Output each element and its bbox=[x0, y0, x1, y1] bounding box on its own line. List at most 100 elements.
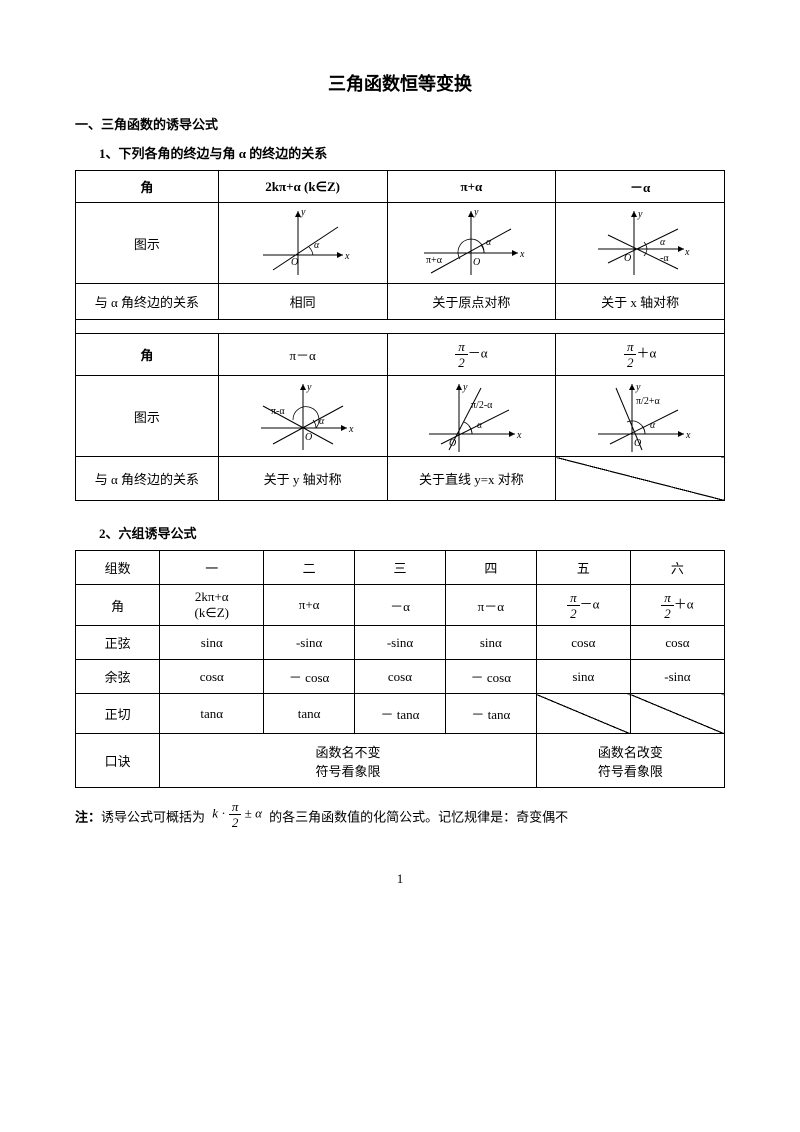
cell: π2－α bbox=[536, 585, 630, 626]
cell-label: 与 α 角终边的关系 bbox=[76, 457, 219, 501]
cell: －α bbox=[556, 171, 725, 203]
table-row: 口诀 函数名不变符号看象限 函数名改变符号看象限 bbox=[76, 734, 725, 788]
cell: π－α bbox=[218, 334, 387, 376]
cell: － cosα bbox=[264, 660, 355, 694]
empty-cell bbox=[630, 694, 724, 734]
cell: tanα bbox=[160, 694, 264, 734]
cell: － cosα bbox=[445, 660, 536, 694]
table-row: 图示 α π-α O x y bbox=[76, 376, 725, 457]
svg-text:O: O bbox=[305, 432, 312, 443]
cell-label: 角 bbox=[76, 334, 219, 376]
cell: 2kπ+α(k∈Z) bbox=[160, 585, 264, 626]
angle-diagram-icon: α π-α O x y bbox=[243, 378, 363, 454]
note-text: 的各三角函数值的化简公式。记忆规律是：奇变偶不 bbox=[269, 809, 568, 824]
diagram-cell: α π-α O x y bbox=[218, 376, 387, 457]
svg-text:y: y bbox=[300, 207, 306, 218]
cell: － tanα bbox=[355, 694, 446, 734]
table-row: 图示 α O x y α π+α O bbox=[76, 203, 725, 284]
cell: 相同 bbox=[218, 284, 387, 320]
cell: π－α bbox=[445, 585, 536, 626]
svg-text:α: α bbox=[660, 237, 666, 248]
note-label: 注： bbox=[75, 809, 101, 824]
cell-label: 图示 bbox=[76, 376, 219, 457]
cell: π+α bbox=[387, 171, 556, 203]
svg-text:y: y bbox=[635, 382, 641, 393]
cell: 关于 y 轴对称 bbox=[218, 457, 387, 501]
cell: sinα bbox=[536, 660, 630, 694]
svg-text:O: O bbox=[634, 438, 641, 449]
cell: cosα bbox=[355, 660, 446, 694]
cell: sinα bbox=[160, 626, 264, 660]
table-row: 与 α 角终边的关系 关于 y 轴对称 关于直线 y=x 对称 bbox=[76, 457, 725, 501]
svg-text:x: x bbox=[516, 430, 522, 441]
cell-label: 角 bbox=[76, 171, 219, 203]
table-row: 余弦 cosα － cosα cosα － cosα sinα -sinα bbox=[76, 660, 725, 694]
svg-text:α: α bbox=[319, 416, 325, 427]
section-heading: 一、三角函数的诱导公式 bbox=[75, 114, 725, 133]
svg-text:x: x bbox=[685, 430, 691, 441]
svg-text:y: y bbox=[306, 382, 312, 393]
cell: π2－α bbox=[387, 334, 556, 376]
cell: 六 bbox=[630, 551, 724, 585]
table-row: 组数 一 二 三 四 五 六 bbox=[76, 551, 725, 585]
angle-diagram-icon: α -α O x y bbox=[580, 205, 700, 281]
cell: -sinα bbox=[355, 626, 446, 660]
cell-label: 正弦 bbox=[76, 626, 160, 660]
cell: π+α bbox=[264, 585, 355, 626]
table-row: 角 π－α π2－α π2＋α bbox=[76, 334, 725, 376]
angle-diagram-icon: α π/2+α O x y bbox=[580, 378, 700, 454]
table-row: 角 2kπ+α(k∈Z) π+α －α π－α π2－α π2＋α bbox=[76, 585, 725, 626]
table-row: 与 α 角终边的关系 相同 关于原点对称 关于 x 轴对称 bbox=[76, 284, 725, 320]
cell: －α bbox=[355, 585, 446, 626]
cell: tanα bbox=[264, 694, 355, 734]
cell: cosα bbox=[630, 626, 724, 660]
svg-text:O: O bbox=[449, 438, 456, 449]
table-2: 组数 一 二 三 四 五 六 角 2kπ+α(k∈Z) π+α －α π－α π… bbox=[75, 550, 725, 788]
empty-cell bbox=[556, 457, 725, 501]
svg-text:x: x bbox=[344, 251, 350, 262]
page-title: 三角函数恒等变换 bbox=[75, 70, 725, 96]
svg-text:π/2+α: π/2+α bbox=[636, 396, 660, 407]
cell: 2kπ+α (k∈Z) bbox=[218, 171, 387, 203]
cell: － tanα bbox=[445, 694, 536, 734]
cell: 函数名改变符号看象限 bbox=[536, 734, 724, 788]
angle-diagram-icon: α π/2-α O x y bbox=[411, 378, 531, 454]
cell: cosα bbox=[160, 660, 264, 694]
subsection-1-heading: 1、下列各角的终边与角 α 的终边的关系 bbox=[75, 143, 725, 162]
svg-text:y: y bbox=[637, 209, 643, 220]
svg-text:α: α bbox=[650, 420, 656, 431]
cell-label: 图示 bbox=[76, 203, 219, 284]
cell: 二 bbox=[264, 551, 355, 585]
cell-label: 口诀 bbox=[76, 734, 160, 788]
note-paragraph: 注：诱导公式可概括为 k · π2 ± α 的各三角函数值的化简公式。记忆规律是… bbox=[75, 804, 725, 833]
formula-icon: k · π2 ± α bbox=[212, 800, 262, 829]
spacer-cell bbox=[76, 320, 725, 334]
table-1: 角 2kπ+α (k∈Z) π+α －α 图示 α O x y bbox=[75, 170, 725, 501]
svg-text:O: O bbox=[473, 257, 480, 268]
subsection-2-heading: 2、六组诱导公式 bbox=[75, 523, 725, 542]
cell: 一 bbox=[160, 551, 264, 585]
cell-label: 组数 bbox=[76, 551, 160, 585]
cell: -sinα bbox=[630, 660, 724, 694]
svg-text:y: y bbox=[462, 382, 468, 393]
page-number: 1 bbox=[75, 871, 725, 887]
cell-label: 余弦 bbox=[76, 660, 160, 694]
svg-text:O: O bbox=[624, 253, 631, 264]
cell: 函数名不变符号看象限 bbox=[160, 734, 536, 788]
angle-diagram-icon: α O x y bbox=[243, 205, 363, 281]
cell: 三 bbox=[355, 551, 446, 585]
svg-text:π-α: π-α bbox=[271, 406, 285, 417]
cell: -sinα bbox=[264, 626, 355, 660]
svg-text:x: x bbox=[684, 247, 690, 258]
cell: 关于原点对称 bbox=[387, 284, 556, 320]
cell: cosα bbox=[536, 626, 630, 660]
svg-text:-α: -α bbox=[660, 253, 669, 264]
diagram-cell: α O x y bbox=[218, 203, 387, 284]
table-row: 角 2kπ+α (k∈Z) π+α －α bbox=[76, 171, 725, 203]
svg-text:α: α bbox=[486, 237, 492, 248]
cell: sinα bbox=[445, 626, 536, 660]
cell: 关于直线 y=x 对称 bbox=[387, 457, 556, 501]
empty-cell bbox=[536, 694, 630, 734]
svg-text:x: x bbox=[519, 249, 525, 260]
svg-text:O: O bbox=[291, 257, 298, 268]
